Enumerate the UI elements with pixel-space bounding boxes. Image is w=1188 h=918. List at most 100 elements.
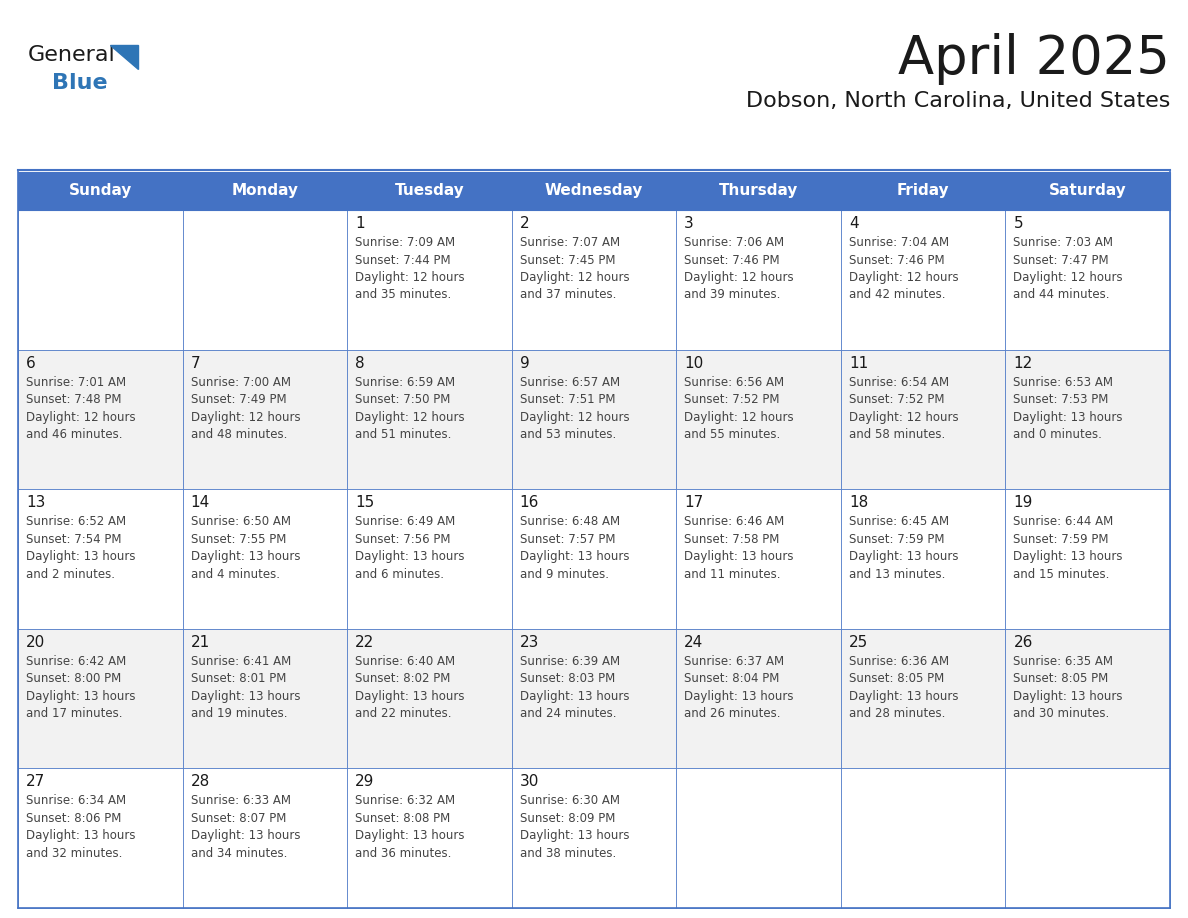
Bar [347,489,512,629]
Text: Sunrise: 6:40 AM
Sunset: 8:02 PM
Daylight: 13 hours
and 22 minutes.: Sunrise: 6:40 AM Sunset: 8:02 PM Dayligh… [355,655,465,721]
Text: Sunrise: 6:53 AM
Sunset: 7:53 PM
Daylight: 13 hours
and 0 minutes.: Sunrise: 6:53 AM Sunset: 7:53 PM Dayligh… [1013,375,1123,442]
Bar [841,210,1005,350]
Text: 2: 2 [519,216,530,231]
Text: 20: 20 [26,635,45,650]
Text: 7: 7 [190,355,201,371]
Text: Sunrise: 6:36 AM
Sunset: 8:05 PM
Daylight: 13 hours
and 28 minutes.: Sunrise: 6:36 AM Sunset: 8:05 PM Dayligh… [849,655,959,721]
Text: Sunday: Sunday [69,184,132,198]
Text: Sunrise: 7:01 AM
Sunset: 7:48 PM
Daylight: 12 hours
and 46 minutes.: Sunrise: 7:01 AM Sunset: 7:48 PM Dayligh… [26,375,135,442]
Bar [183,768,347,908]
Bar [183,350,347,489]
Bar [347,172,512,210]
Text: Sunrise: 6:37 AM
Sunset: 8:04 PM
Daylight: 13 hours
and 26 minutes.: Sunrise: 6:37 AM Sunset: 8:04 PM Dayligh… [684,655,794,721]
Text: Sunrise: 6:52 AM
Sunset: 7:54 PM
Daylight: 13 hours
and 2 minutes.: Sunrise: 6:52 AM Sunset: 7:54 PM Dayligh… [26,515,135,581]
Text: 14: 14 [190,495,210,510]
Text: 5: 5 [1013,216,1023,231]
Text: Sunrise: 6:34 AM
Sunset: 8:06 PM
Daylight: 13 hours
and 32 minutes.: Sunrise: 6:34 AM Sunset: 8:06 PM Dayligh… [26,794,135,860]
Text: Sunrise: 6:59 AM
Sunset: 7:50 PM
Daylight: 12 hours
and 51 minutes.: Sunrise: 6:59 AM Sunset: 7:50 PM Dayligh… [355,375,465,442]
Text: 6: 6 [26,355,36,371]
Bar [841,489,1005,629]
Bar [183,210,347,350]
Text: 28: 28 [190,775,210,789]
Text: Sunrise: 7:03 AM
Sunset: 7:47 PM
Daylight: 12 hours
and 44 minutes.: Sunrise: 7:03 AM Sunset: 7:47 PM Dayligh… [1013,236,1123,301]
Bar [183,489,347,629]
Text: Sunrise: 7:06 AM
Sunset: 7:46 PM
Daylight: 12 hours
and 39 minutes.: Sunrise: 7:06 AM Sunset: 7:46 PM Dayligh… [684,236,794,301]
Text: 22: 22 [355,635,374,650]
Bar [676,172,841,210]
Bar [18,172,183,210]
Text: Sunrise: 6:46 AM
Sunset: 7:58 PM
Daylight: 13 hours
and 11 minutes.: Sunrise: 6:46 AM Sunset: 7:58 PM Dayligh… [684,515,794,581]
Text: Sunrise: 6:39 AM
Sunset: 8:03 PM
Daylight: 13 hours
and 24 minutes.: Sunrise: 6:39 AM Sunset: 8:03 PM Dayligh… [519,655,630,721]
Text: Sunrise: 6:44 AM
Sunset: 7:59 PM
Daylight: 13 hours
and 15 minutes.: Sunrise: 6:44 AM Sunset: 7:59 PM Dayligh… [1013,515,1123,581]
Text: Sunrise: 7:09 AM
Sunset: 7:44 PM
Daylight: 12 hours
and 35 minutes.: Sunrise: 7:09 AM Sunset: 7:44 PM Dayligh… [355,236,465,301]
Bar [183,629,347,768]
Bar [347,350,512,489]
Bar [347,629,512,768]
Bar [18,350,183,489]
Text: Dobson, North Carolina, United States: Dobson, North Carolina, United States [746,91,1170,111]
Text: Sunrise: 6:57 AM
Sunset: 7:51 PM
Daylight: 12 hours
and 53 minutes.: Sunrise: 6:57 AM Sunset: 7:51 PM Dayligh… [519,375,630,442]
Text: Sunrise: 6:30 AM
Sunset: 8:09 PM
Daylight: 13 hours
and 38 minutes.: Sunrise: 6:30 AM Sunset: 8:09 PM Dayligh… [519,794,630,860]
Bar [1005,629,1170,768]
Text: Sunrise: 6:32 AM
Sunset: 8:08 PM
Daylight: 13 hours
and 36 minutes.: Sunrise: 6:32 AM Sunset: 8:08 PM Dayligh… [355,794,465,860]
Bar [1005,768,1170,908]
Text: Sunrise: 6:50 AM
Sunset: 7:55 PM
Daylight: 13 hours
and 4 minutes.: Sunrise: 6:50 AM Sunset: 7:55 PM Dayligh… [190,515,301,581]
Bar [841,350,1005,489]
Text: 26: 26 [1013,635,1032,650]
Text: April 2025: April 2025 [898,33,1170,85]
Text: 4: 4 [849,216,859,231]
Text: 13: 13 [26,495,45,510]
Bar [676,768,841,908]
Text: General: General [29,45,115,65]
Text: Sunrise: 6:33 AM
Sunset: 8:07 PM
Daylight: 13 hours
and 34 minutes.: Sunrise: 6:33 AM Sunset: 8:07 PM Dayligh… [190,794,301,860]
Text: Sunrise: 7:00 AM
Sunset: 7:49 PM
Daylight: 12 hours
and 48 minutes.: Sunrise: 7:00 AM Sunset: 7:49 PM Dayligh… [190,375,301,442]
Text: Sunrise: 7:07 AM
Sunset: 7:45 PM
Daylight: 12 hours
and 37 minutes.: Sunrise: 7:07 AM Sunset: 7:45 PM Dayligh… [519,236,630,301]
Text: 18: 18 [849,495,868,510]
Text: Sunrise: 6:35 AM
Sunset: 8:05 PM
Daylight: 13 hours
and 30 minutes.: Sunrise: 6:35 AM Sunset: 8:05 PM Dayligh… [1013,655,1123,721]
Text: 15: 15 [355,495,374,510]
Text: Thursday: Thursday [719,184,798,198]
Text: 23: 23 [519,635,539,650]
Text: Wednesday: Wednesday [545,184,643,198]
Text: 10: 10 [684,355,703,371]
Bar [347,210,512,350]
Bar [1005,489,1170,629]
Bar [1005,172,1170,210]
Bar [512,489,676,629]
Bar [841,629,1005,768]
Bar [512,350,676,489]
Text: Sunrise: 6:41 AM
Sunset: 8:01 PM
Daylight: 13 hours
and 19 minutes.: Sunrise: 6:41 AM Sunset: 8:01 PM Dayligh… [190,655,301,721]
Text: 19: 19 [1013,495,1032,510]
Text: Sunrise: 6:56 AM
Sunset: 7:52 PM
Daylight: 12 hours
and 55 minutes.: Sunrise: 6:56 AM Sunset: 7:52 PM Dayligh… [684,375,794,442]
Text: 29: 29 [355,775,374,789]
Text: Saturday: Saturday [1049,184,1126,198]
Text: 9: 9 [519,355,530,371]
Bar [676,489,841,629]
Bar [1005,210,1170,350]
Text: Friday: Friday [897,184,949,198]
Text: 25: 25 [849,635,868,650]
Text: Sunrise: 6:45 AM
Sunset: 7:59 PM
Daylight: 13 hours
and 13 minutes.: Sunrise: 6:45 AM Sunset: 7:59 PM Dayligh… [849,515,959,581]
Bar [347,768,512,908]
Bar [18,629,183,768]
Text: 27: 27 [26,775,45,789]
Bar [18,489,183,629]
Bar [512,172,676,210]
Text: 8: 8 [355,355,365,371]
Bar [183,172,347,210]
Bar [676,210,841,350]
Text: Sunrise: 6:42 AM
Sunset: 8:00 PM
Daylight: 13 hours
and 17 minutes.: Sunrise: 6:42 AM Sunset: 8:00 PM Dayligh… [26,655,135,721]
Text: 3: 3 [684,216,694,231]
Bar [18,210,183,350]
Text: Monday: Monday [232,184,298,198]
Text: Tuesday: Tuesday [394,184,465,198]
Bar [1005,350,1170,489]
Text: 30: 30 [519,775,539,789]
Bar [512,629,676,768]
Text: Sunrise: 6:48 AM
Sunset: 7:57 PM
Daylight: 13 hours
and 9 minutes.: Sunrise: 6:48 AM Sunset: 7:57 PM Dayligh… [519,515,630,581]
Text: 16: 16 [519,495,539,510]
Bar [841,172,1005,210]
Bar [676,629,841,768]
Text: Sunrise: 6:49 AM
Sunset: 7:56 PM
Daylight: 13 hours
and 6 minutes.: Sunrise: 6:49 AM Sunset: 7:56 PM Dayligh… [355,515,465,581]
Text: 24: 24 [684,635,703,650]
